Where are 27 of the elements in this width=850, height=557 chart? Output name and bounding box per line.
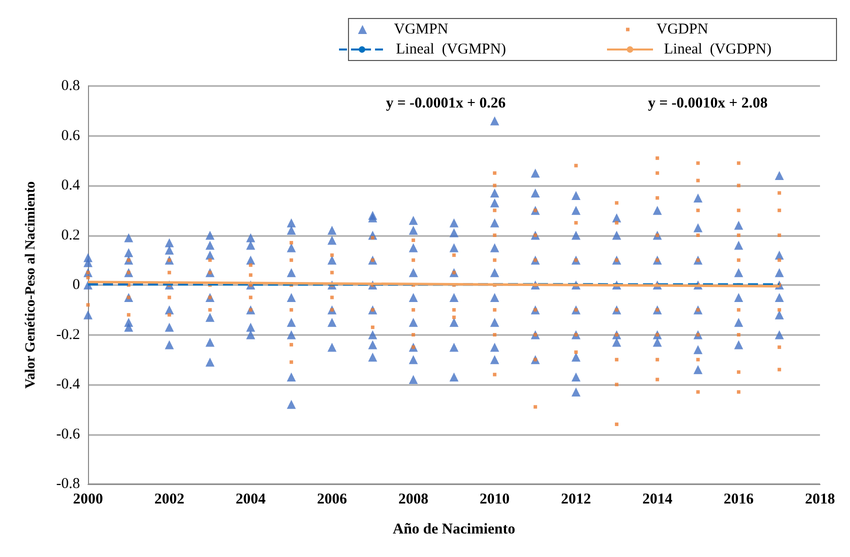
x-axis-title: Año de Nacimiento [392, 522, 516, 538]
annotation: y = -0.0001x + 0.26 [386, 96, 506, 112]
x-tick-label: 2018 [805, 492, 835, 508]
y-tick-label: 0.2 [61, 227, 80, 244]
y-tick-label: -0.8 [56, 476, 80, 492]
x-tick-label: 2016 [724, 492, 754, 508]
legend-label: VGDPN [656, 22, 708, 38]
x-tick-label: 2010 [480, 492, 510, 508]
annotation: y = -0.0010x + 2.08 [648, 96, 768, 112]
x-tick-label: 2014 [642, 492, 673, 508]
y-tick-label: -0.6 [56, 426, 80, 442]
x-tick-label: 2004 [236, 492, 266, 508]
y-tick-label: 0.6 [61, 128, 80, 144]
x-tick-label: 2002 [154, 492, 184, 508]
y-tick-label: 0 [72, 277, 80, 293]
legend-label: Lineal (VGMPN) [396, 42, 506, 58]
y-tick-label: 0.8 [61, 78, 80, 94]
y-tick-label: -0.2 [56, 326, 80, 343]
x-tick-label: 2006 [317, 492, 348, 508]
y-tick-label: 0.4 [61, 178, 80, 194]
x-tick-label: 2008 [398, 492, 428, 508]
y-tick-label: -0.4 [56, 376, 80, 392]
x-tick-label: 2012 [561, 492, 591, 508]
y-axis-title: Valor Genético-Peso al Nacimiento [24, 181, 38, 389]
legend-label: VGMPN [394, 22, 448, 38]
legend-label: Lineal (VGDPN) [664, 42, 772, 58]
x-tick-label: 2000 [73, 492, 103, 508]
